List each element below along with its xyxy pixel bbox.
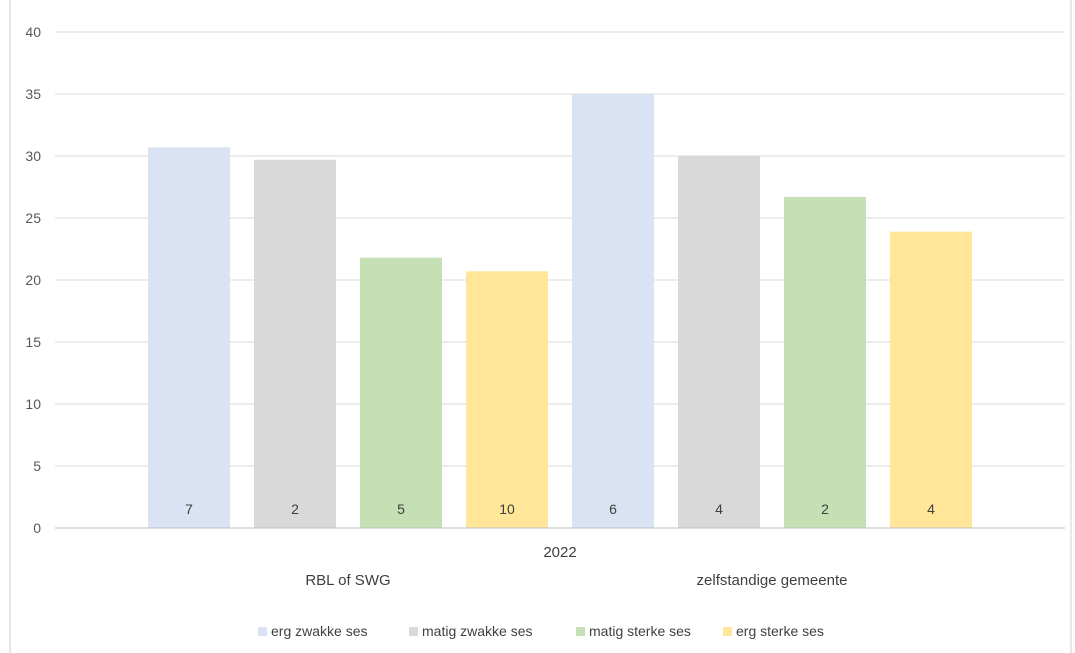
data-label: 7 bbox=[185, 501, 193, 517]
year-label: 2022 bbox=[543, 544, 576, 561]
legend-swatch bbox=[258, 627, 267, 636]
legend-label: matig zwakke ses bbox=[422, 623, 532, 639]
data-label: 4 bbox=[715, 501, 723, 517]
y-tick-label: 10 bbox=[25, 396, 41, 412]
y-tick-label: 25 bbox=[25, 210, 41, 226]
bar-erg-zwakke-ses-2 bbox=[572, 94, 654, 528]
legend-swatch bbox=[409, 627, 418, 636]
legend-swatch bbox=[723, 627, 732, 636]
y-tick-label: 0 bbox=[33, 520, 41, 536]
category-label: zelfstandige gemeente bbox=[697, 572, 848, 589]
data-label: 4 bbox=[927, 501, 935, 517]
data-label: 2 bbox=[821, 501, 829, 517]
bar-erg-zwakke-ses-1 bbox=[148, 147, 230, 528]
y-tick-label: 5 bbox=[33, 458, 41, 474]
bar-erg-sterke-ses-2 bbox=[890, 231, 972, 528]
y-tick-label: 20 bbox=[25, 272, 41, 288]
data-label: 2 bbox=[291, 501, 299, 517]
data-labels: 7 2 5 10 6 4 2 4 bbox=[185, 501, 935, 517]
legend-swatch bbox=[576, 627, 585, 636]
category-labels: RBL of SWG zelfstandige gemeente bbox=[305, 572, 847, 589]
y-tick-label: 30 bbox=[25, 148, 41, 164]
y-tick-label: 15 bbox=[25, 334, 41, 350]
bar-erg-sterke-ses-1 bbox=[466, 271, 548, 528]
legend: erg zwakke ses matig zwakke ses matig ster… bbox=[258, 623, 824, 639]
legend-label: matig sterke ses bbox=[589, 623, 691, 639]
y-tick-label: 40 bbox=[25, 24, 41, 40]
category-label: RBL of SWG bbox=[305, 572, 390, 589]
y-axis-tick-labels: 0 5 10 15 20 25 30 35 40 bbox=[25, 24, 41, 536]
data-label: 5 bbox=[397, 501, 405, 517]
legend-label: erg sterke ses bbox=[736, 623, 824, 639]
bar-matig-zwakke-ses-1 bbox=[254, 159, 336, 528]
bars bbox=[148, 94, 972, 529]
data-label: 6 bbox=[609, 501, 617, 517]
bar-matig-sterke-ses-2 bbox=[784, 196, 866, 529]
bar-matig-sterke-ses-1 bbox=[360, 257, 442, 528]
data-label: 10 bbox=[499, 501, 515, 517]
bar-matig-zwakke-ses-2 bbox=[678, 156, 760, 528]
legend-label: erg zwakke ses bbox=[271, 623, 367, 639]
y-tick-label: 35 bbox=[25, 86, 41, 102]
